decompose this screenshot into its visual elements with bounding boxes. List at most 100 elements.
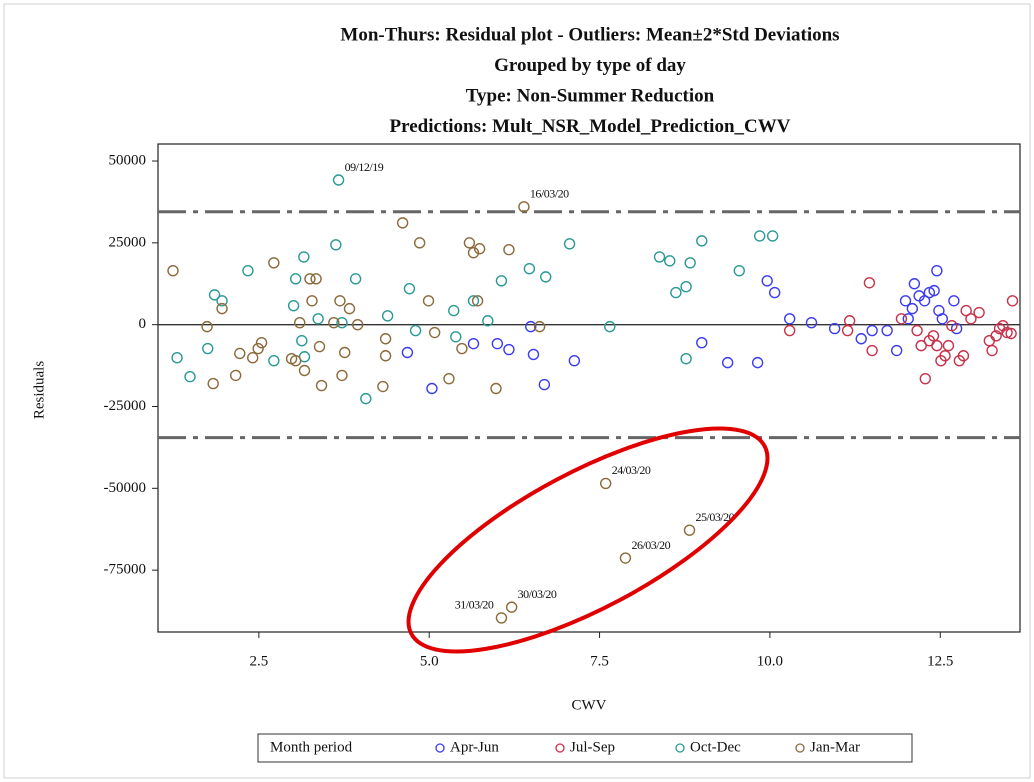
point xyxy=(315,379,328,392)
point xyxy=(289,354,302,367)
chart-title: Grouped by type of day xyxy=(494,55,686,76)
point xyxy=(936,313,949,325)
point xyxy=(467,246,480,259)
point xyxy=(965,313,977,325)
annotation: 16/03/20 xyxy=(530,187,569,201)
point xyxy=(680,281,692,293)
point xyxy=(890,344,903,357)
plot-area xyxy=(157,143,1021,633)
point xyxy=(505,601,518,613)
point xyxy=(456,342,468,355)
point xyxy=(268,257,280,269)
point xyxy=(653,251,666,263)
point xyxy=(360,392,372,405)
point xyxy=(201,320,213,333)
point xyxy=(252,342,264,355)
point xyxy=(604,320,616,333)
point xyxy=(568,354,581,367)
point xyxy=(527,348,540,361)
point xyxy=(906,302,919,315)
legend-label: Jan-Mar xyxy=(810,739,860,755)
point xyxy=(413,237,426,249)
point xyxy=(426,382,438,395)
point xyxy=(733,264,745,277)
point xyxy=(1001,326,1013,339)
point xyxy=(310,273,322,285)
point xyxy=(973,306,985,319)
point xyxy=(927,330,940,342)
point xyxy=(491,337,504,350)
point xyxy=(766,230,779,242)
point xyxy=(409,324,422,337)
point xyxy=(1005,327,1017,340)
point xyxy=(448,304,460,317)
point xyxy=(683,524,696,536)
point xyxy=(990,330,1002,342)
point xyxy=(986,344,998,357)
point xyxy=(895,313,908,325)
point xyxy=(881,324,893,337)
point xyxy=(379,350,392,362)
point xyxy=(471,295,484,307)
point xyxy=(234,347,246,360)
point xyxy=(599,477,612,490)
point xyxy=(216,302,228,315)
point xyxy=(911,324,923,337)
point xyxy=(306,295,318,307)
annotation: 24/03/20 xyxy=(612,463,651,477)
point xyxy=(899,295,912,307)
point xyxy=(768,286,781,299)
point xyxy=(332,174,345,186)
x-tick-label: 10.0 xyxy=(757,653,783,669)
point xyxy=(296,335,308,347)
point xyxy=(334,295,346,307)
x-tick-label: 5.0 xyxy=(420,653,439,669)
point xyxy=(680,353,692,365)
legend-marker xyxy=(795,743,805,753)
point xyxy=(931,264,943,277)
chart-title: Mon-Thurs: Residual plot - Outliers: Mea… xyxy=(340,24,839,45)
point xyxy=(330,239,342,251)
point xyxy=(490,382,502,395)
point xyxy=(670,286,682,299)
point xyxy=(915,339,927,352)
x-tick-label: 2.5 xyxy=(249,653,268,669)
point xyxy=(753,230,766,242)
point xyxy=(908,278,921,290)
point xyxy=(805,317,818,329)
point xyxy=(696,336,708,349)
point xyxy=(247,352,259,364)
point xyxy=(957,350,970,362)
point xyxy=(783,324,796,337)
point xyxy=(396,217,409,229)
point xyxy=(403,282,416,295)
chart-title: Predictions: Mult_NSR_Model_Prediction_C… xyxy=(390,116,791,137)
point xyxy=(377,380,389,393)
point xyxy=(960,304,972,317)
legend-marker xyxy=(435,743,445,753)
y-axis-label: Residuals xyxy=(31,361,47,419)
point xyxy=(351,318,364,331)
point xyxy=(379,333,392,345)
point xyxy=(422,295,435,307)
legend-label: Jul-Sep xyxy=(570,739,615,755)
point xyxy=(855,333,867,345)
point xyxy=(313,340,326,353)
point xyxy=(761,275,773,287)
point xyxy=(939,350,951,362)
y-tick-label: 50000 xyxy=(109,152,147,168)
point xyxy=(473,243,486,255)
point xyxy=(401,346,414,359)
point xyxy=(463,237,476,249)
point xyxy=(208,289,221,301)
point xyxy=(538,378,551,391)
point xyxy=(467,295,480,307)
point xyxy=(928,284,940,297)
annotation: 30/03/20 xyxy=(518,587,557,601)
point xyxy=(304,273,316,285)
point xyxy=(563,238,576,250)
x-tick-label: 7.5 xyxy=(590,653,609,669)
point xyxy=(298,364,311,377)
